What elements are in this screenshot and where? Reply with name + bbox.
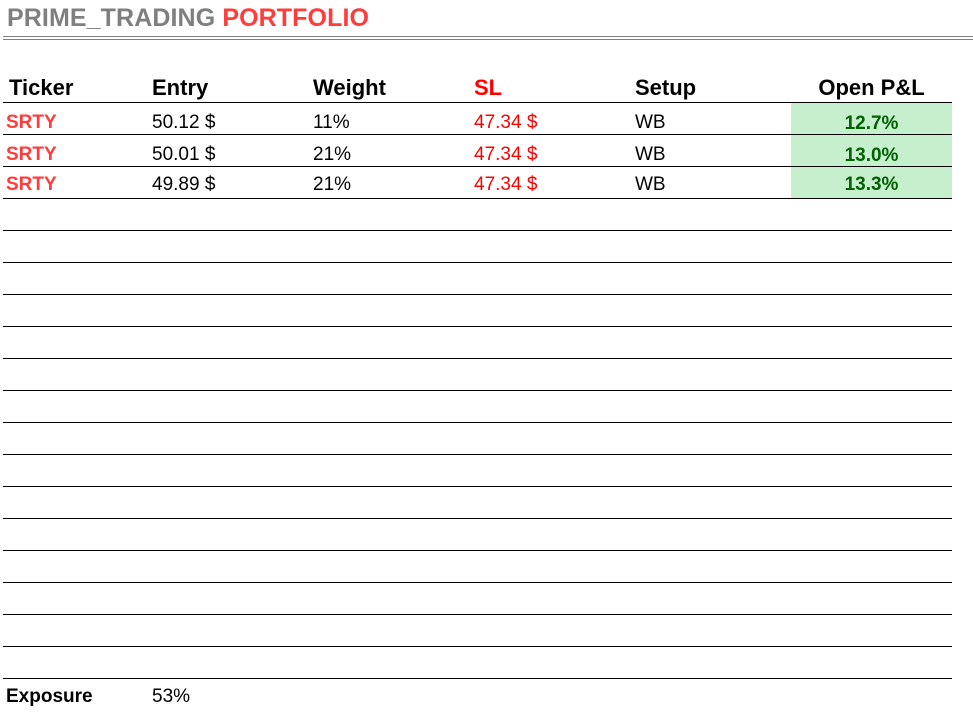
pnl-cell-bg xyxy=(791,135,952,166)
header-open-pnl: Open P&L xyxy=(818,75,925,100)
row-divider xyxy=(3,230,952,231)
row-divider xyxy=(3,262,952,263)
row-divider xyxy=(3,326,952,327)
row-divider xyxy=(3,422,952,423)
row-divider xyxy=(3,294,952,295)
pnl-cell-bg xyxy=(791,103,952,134)
row-divider xyxy=(3,358,952,359)
row-divider xyxy=(3,390,952,391)
cell-open-pnl: 13.3% xyxy=(844,174,899,195)
row-divider xyxy=(3,486,952,487)
row-divider xyxy=(3,582,952,583)
header-sl: SL xyxy=(474,75,503,100)
exposure-label: Exposure xyxy=(6,686,93,707)
cell-sl: 47.34 $ xyxy=(474,174,538,195)
header-ticker: Ticker xyxy=(9,75,74,100)
row-divider xyxy=(3,102,952,103)
cell-ticker: SRTY xyxy=(6,174,57,195)
title-portfolio: PORTFOLIO xyxy=(222,4,370,32)
exposure-summary: Exposure 53% xyxy=(0,684,952,710)
cell-entry: 49.89 $ xyxy=(152,174,216,195)
header-entry: Entry xyxy=(152,75,209,100)
cell-sl: 47.34 $ xyxy=(474,144,538,165)
row-divider xyxy=(3,646,952,647)
title-divider-bottom xyxy=(3,39,973,40)
row-divider xyxy=(3,134,952,135)
pnl-cell-bg xyxy=(791,167,952,198)
row-divider xyxy=(3,454,952,455)
title-divider-top xyxy=(3,36,973,37)
cell-ticker: SRTY xyxy=(6,144,57,165)
row-divider xyxy=(3,166,952,167)
cell-setup: WB xyxy=(635,144,666,165)
table-row: SRTY 50.12 $ 11% 47.34 $ WB 12.7% xyxy=(0,103,952,134)
cell-weight: 11% xyxy=(313,112,350,133)
cell-setup: WB xyxy=(635,174,666,195)
row-divider xyxy=(3,198,952,199)
cell-sl: 47.34 $ xyxy=(474,112,538,133)
cell-weight: 21% xyxy=(313,174,352,195)
cell-setup: WB xyxy=(635,112,666,133)
table-header: Ticker Entry Weight SL Setup Open P&L xyxy=(0,72,952,102)
exposure-value: 53% xyxy=(152,686,191,707)
table-row: SRTY 50.01 $ 21% 47.34 $ WB 13.0% xyxy=(0,135,952,166)
cell-weight: 21% xyxy=(313,144,352,165)
cell-ticker: SRTY xyxy=(6,112,57,133)
cell-open-pnl: 12.7% xyxy=(844,113,899,134)
header-weight: Weight xyxy=(313,75,386,100)
row-divider xyxy=(3,518,952,519)
page-title: PRIME_TRADING PORTFOLIO xyxy=(7,4,369,33)
header-setup: Setup xyxy=(635,75,697,100)
row-divider xyxy=(3,614,952,615)
row-divider xyxy=(3,550,952,551)
row-divider xyxy=(3,678,952,679)
table-row: SRTY 49.89 $ 21% 47.34 $ WB 13.3% xyxy=(0,167,952,198)
title-prime-trading: PRIME_TRADING xyxy=(7,4,223,32)
cell-entry: 50.12 $ xyxy=(152,112,216,133)
cell-entry: 50.01 $ xyxy=(152,144,216,165)
cell-open-pnl: 13.0% xyxy=(844,145,899,166)
